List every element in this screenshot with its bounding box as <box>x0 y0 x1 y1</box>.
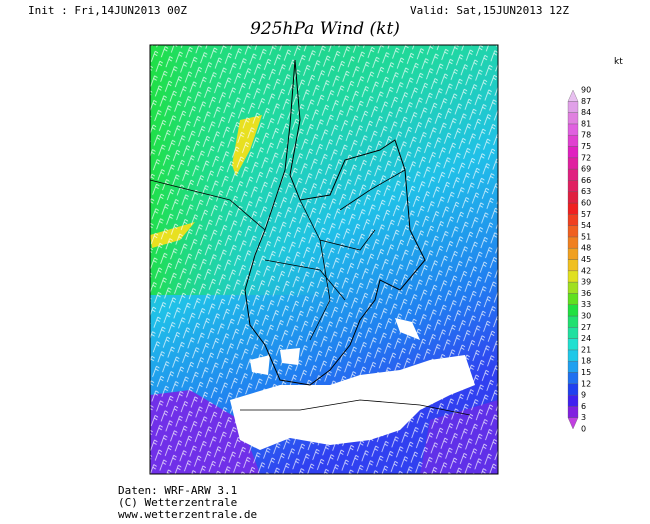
colorbar-band <box>567 157 579 170</box>
colorbar-band <box>567 361 579 373</box>
colorbar-band <box>567 123 579 136</box>
colorbar-unit: kt <box>614 57 623 67</box>
colorbar-label: 39 <box>581 278 591 287</box>
colorbar-label: 45 <box>581 255 591 264</box>
init-time: Init : Fri,14JUN2013 00Z <box>28 4 187 17</box>
colorbar-label: 24 <box>581 334 591 343</box>
colorbar-label: 60 <box>581 199 591 208</box>
colorbar-band <box>567 112 579 125</box>
colorbar-band <box>567 259 579 271</box>
footer-line: Daten: WRF-ARW 3.1 <box>118 484 237 497</box>
colorbar-band <box>567 248 579 260</box>
colorbar-band <box>567 383 579 396</box>
colorbar-label: 6 <box>581 402 586 411</box>
colorbar-label: 9 <box>581 391 586 400</box>
colorbar-band <box>567 236 579 249</box>
colorbar-label: 3 <box>581 413 586 422</box>
colorbar-band <box>567 270 579 283</box>
colorbar-label: 69 <box>581 165 591 174</box>
colorbar-label: 54 <box>581 221 591 230</box>
colorbar-label: 66 <box>581 176 591 185</box>
colorbar-label: 15 <box>581 368 591 377</box>
colorbar-band <box>567 168 579 181</box>
footer-line: (C) Wetterzentrale <box>118 496 237 509</box>
colorbar-label: 27 <box>581 323 591 332</box>
colorbar-band <box>567 214 579 226</box>
colorbar-band <box>567 101 579 113</box>
footer-line: www.wetterzentrale.de <box>118 508 257 520</box>
colorbar-label: 84 <box>581 108 591 117</box>
colorbar-label: 21 <box>581 345 591 354</box>
colorbar-band <box>567 315 579 328</box>
colorbar-band <box>567 293 579 305</box>
colorbar-label: 48 <box>581 244 591 253</box>
colorbar-band <box>567 304 579 317</box>
colorbar-band <box>567 202 579 215</box>
map-title: 925hPa Wind (kt) <box>250 19 400 39</box>
colorbar-band <box>567 281 579 294</box>
colorbar-band <box>567 417 579 430</box>
colorbar-band <box>567 338 579 351</box>
colorbar-band <box>567 191 579 204</box>
colorbar: 0369121518212427303336394245485154576063… <box>567 86 591 434</box>
colorbar-label: 12 <box>581 379 591 388</box>
colorbar-label: 81 <box>581 119 591 128</box>
colorbar-label: 36 <box>581 289 591 298</box>
colorbar-label: 63 <box>581 187 591 196</box>
colorbar-band <box>567 89 579 102</box>
colorbar-band <box>567 406 579 418</box>
colorbar-label: 72 <box>581 153 591 162</box>
colorbar-label: 42 <box>581 266 591 275</box>
colorbar-label: 57 <box>581 210 591 219</box>
map <box>149 44 499 475</box>
colorbar-band <box>567 349 579 362</box>
valid-time: Valid: Sat,15JUN2013 12Z <box>410 4 569 17</box>
colorbar-band <box>567 135 579 147</box>
colorbar-band <box>567 146 579 158</box>
colorbar-label: 87 <box>581 97 591 106</box>
colorbar-band <box>567 180 579 192</box>
colorbar-label: 51 <box>581 232 591 241</box>
colorbar-label: 33 <box>581 300 591 309</box>
colorbar-label: 0 <box>581 425 586 434</box>
colorbar-band <box>567 225 579 238</box>
colorbar-band <box>567 394 579 407</box>
colorbar-band <box>567 327 579 339</box>
colorbar-label: 18 <box>581 357 591 366</box>
colorbar-label: 30 <box>581 312 591 321</box>
colorbar-label: 90 <box>581 86 591 95</box>
colorbar-label: 75 <box>581 142 591 151</box>
colorbar-band <box>567 372 579 384</box>
colorbar-label: 78 <box>581 131 591 140</box>
